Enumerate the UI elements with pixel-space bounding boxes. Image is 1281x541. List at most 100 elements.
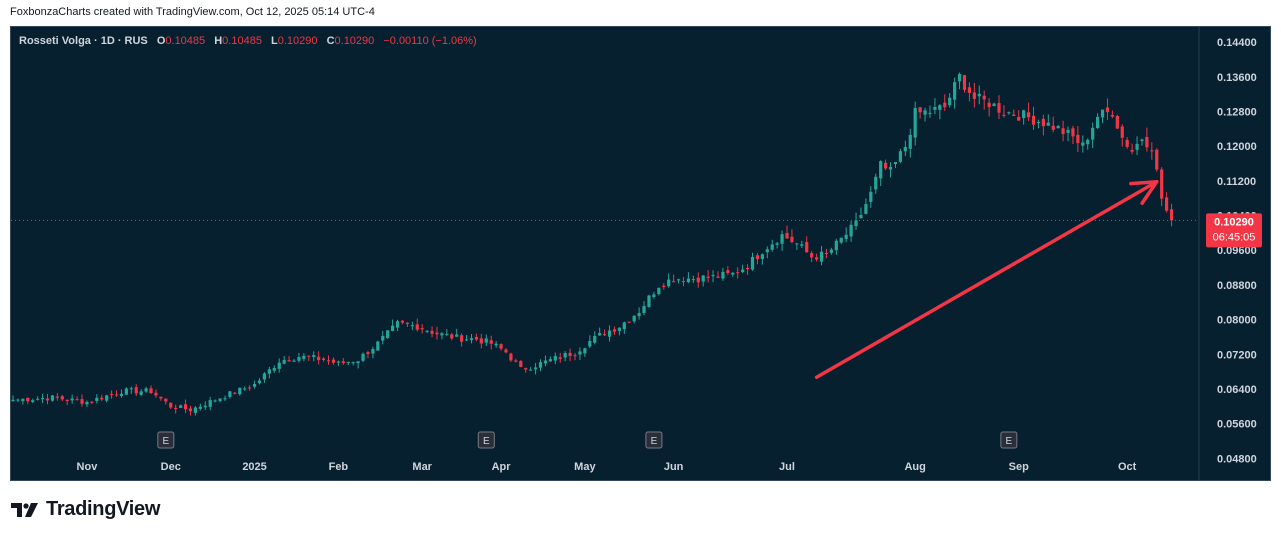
candle-body bbox=[721, 271, 725, 279]
candle-body bbox=[40, 398, 45, 400]
candle-body bbox=[450, 334, 454, 339]
candle-body bbox=[312, 355, 316, 357]
candle-body bbox=[1061, 128, 1065, 135]
chart-area[interactable]: 0.14400 0.13600 0.12800 0.12000 0.11200 0.104… bbox=[10, 26, 1271, 481]
candle-body bbox=[183, 404, 188, 410]
candle-body bbox=[26, 397, 30, 402]
candle-body bbox=[425, 330, 429, 332]
earnings-marker bbox=[1000, 431, 1018, 449]
earnings-marker bbox=[477, 431, 495, 449]
candle-body bbox=[672, 281, 676, 283]
x-tick-label: Nov bbox=[77, 461, 99, 473]
candle-body bbox=[548, 359, 552, 362]
candle-body bbox=[169, 402, 173, 408]
candle-body bbox=[760, 254, 764, 259]
x-tick-label: Dec bbox=[161, 461, 181, 473]
candle-body bbox=[213, 400, 217, 402]
candle-body bbox=[55, 396, 59, 398]
candle-body bbox=[154, 392, 158, 396]
candle-body bbox=[469, 338, 474, 341]
candle-body bbox=[391, 325, 395, 332]
candle-body bbox=[884, 162, 888, 169]
candle-body bbox=[445, 333, 449, 335]
candle-body bbox=[1145, 137, 1149, 148]
candle-body bbox=[1120, 126, 1124, 138]
candle-body bbox=[198, 406, 202, 409]
candle-body bbox=[1140, 139, 1144, 142]
earnings-marker-label: E bbox=[162, 436, 169, 447]
last-price-value: 0.10290 bbox=[1214, 216, 1254, 228]
candle-body bbox=[1002, 114, 1006, 116]
candle-body bbox=[238, 387, 242, 395]
candle-body bbox=[711, 275, 715, 277]
candlestick-chart[interactable]: 0.14400 0.13600 0.12800 0.12000 0.11200 0.104… bbox=[11, 27, 1270, 480]
candle-body bbox=[257, 380, 262, 384]
candle-body bbox=[489, 340, 493, 344]
y-tick-label: 0.09600 bbox=[1217, 245, 1257, 257]
candle-body bbox=[1105, 107, 1110, 113]
high-label: H bbox=[214, 35, 223, 47]
candle-body bbox=[110, 394, 114, 396]
candle-body bbox=[977, 93, 981, 97]
candle-body bbox=[992, 103, 996, 107]
candle-body bbox=[953, 82, 957, 100]
candle-body bbox=[326, 360, 331, 362]
candle-body bbox=[893, 162, 898, 165]
candle-body bbox=[1026, 112, 1031, 118]
x-tick-label: Jul bbox=[779, 461, 795, 473]
candle-body bbox=[1125, 139, 1129, 147]
candle-body bbox=[1096, 116, 1100, 129]
candle-body bbox=[159, 396, 163, 399]
candle-body bbox=[430, 330, 434, 334]
candle-body bbox=[371, 349, 375, 354]
candle-body bbox=[302, 355, 306, 359]
candle-body bbox=[617, 327, 621, 331]
candle-body bbox=[844, 234, 848, 239]
candle-body bbox=[918, 107, 922, 113]
candle-body bbox=[928, 112, 932, 114]
candle-body bbox=[731, 272, 735, 275]
candle-body bbox=[45, 398, 50, 401]
candle-body bbox=[504, 349, 508, 353]
symbol-legend: Rosseti Volga · 1D · RUS O0.10485 H0.104… bbox=[19, 35, 477, 47]
candle-body bbox=[208, 400, 212, 407]
candle-body bbox=[1135, 143, 1139, 150]
x-tick-label: Aug bbox=[904, 461, 925, 473]
candle-body bbox=[864, 204, 868, 214]
candle-body bbox=[1165, 197, 1169, 211]
candle-body bbox=[455, 334, 459, 337]
candle-body bbox=[50, 395, 55, 401]
candle-body bbox=[60, 396, 64, 400]
candle-body bbox=[105, 395, 109, 401]
candle-body bbox=[908, 134, 912, 149]
candle-body bbox=[351, 362, 355, 364]
candle-body bbox=[193, 407, 198, 413]
candle-body bbox=[509, 353, 513, 361]
candle-body bbox=[598, 333, 602, 336]
candle-body bbox=[982, 95, 986, 100]
candle-body bbox=[484, 338, 488, 343]
candle-body bbox=[1022, 110, 1026, 119]
candle-body bbox=[149, 388, 153, 394]
candle-body bbox=[420, 328, 424, 330]
candle-body bbox=[464, 339, 469, 341]
candle-body bbox=[1110, 115, 1114, 117]
candle-body bbox=[938, 105, 942, 110]
candle-body bbox=[262, 373, 267, 380]
candle-body bbox=[1056, 126, 1060, 129]
candle-body bbox=[696, 277, 700, 283]
last-price-countdown: 06:45:05 bbox=[1213, 231, 1256, 243]
candle-body bbox=[583, 348, 587, 354]
low-label: L bbox=[271, 35, 278, 47]
candle-body bbox=[529, 369, 533, 371]
candle-body bbox=[637, 313, 641, 317]
candle-body bbox=[805, 242, 809, 253]
candle-body bbox=[607, 330, 612, 337]
candle-body bbox=[1155, 149, 1159, 170]
tradingview-logo[interactable]: TradingView bbox=[10, 498, 160, 521]
candle-body bbox=[834, 240, 838, 251]
x-tick-label: Sep bbox=[1009, 461, 1029, 473]
candle-body bbox=[686, 278, 691, 283]
y-tick-label: 0.08000 bbox=[1217, 315, 1257, 327]
candle-body bbox=[750, 256, 755, 270]
